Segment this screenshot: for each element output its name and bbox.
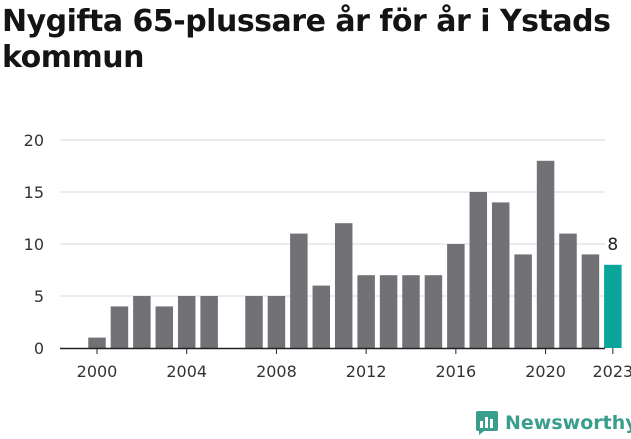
- bar-2018: [491, 202, 510, 348]
- x-axis: 2000 2004 2008 2012 2016 2020 2023: [60, 347, 631, 381]
- newsworthy-logo: Newsworthy: [475, 408, 631, 438]
- bar-2003: [155, 306, 174, 348]
- grid-lines: [60, 139, 605, 297]
- y-tick-label: 20: [24, 131, 44, 150]
- data-labels: 8: [607, 235, 618, 255]
- bar-2011: [334, 223, 353, 348]
- bar-2001: [110, 306, 129, 348]
- data-label-2023: 8: [607, 235, 618, 255]
- brand-name: Newsworthy: [505, 412, 631, 434]
- bar-2005: [200, 296, 218, 348]
- bar-2015: [424, 275, 443, 348]
- bar-2022: [581, 254, 600, 348]
- x-tick-label: 2012: [346, 362, 387, 381]
- chart-title: Nygifta 65-plussare år för år i Ystads k…: [2, 4, 611, 75]
- x-tick-label: 2004: [166, 362, 207, 381]
- bar-2000: [88, 337, 106, 348]
- y-tick-label: 10: [24, 235, 44, 254]
- bar-2004: [177, 296, 196, 348]
- y-tick-label: 15: [24, 183, 44, 202]
- bars: [88, 160, 622, 348]
- bar-2007: [245, 296, 263, 348]
- bar-2021: [559, 233, 577, 348]
- x-tick-label: 2020: [525, 362, 566, 381]
- y-tick-label: 0: [34, 339, 44, 358]
- bar-2002: [133, 296, 151, 348]
- bar-2020: [536, 160, 555, 348]
- bar-2023: [604, 264, 622, 348]
- bar-2014: [402, 275, 420, 348]
- bar-2012: [357, 275, 375, 348]
- bar-2017: [469, 192, 488, 348]
- bar-chart-logo-icon: [476, 411, 498, 435]
- bar-2009: [290, 233, 308, 348]
- bar-2016: [447, 244, 465, 348]
- bar-2010: [312, 285, 331, 348]
- x-tick-label: 2008: [256, 362, 297, 381]
- x-tick-label: 2023: [592, 362, 631, 381]
- x-tick-label: 2000: [77, 362, 118, 381]
- bar-2019: [514, 254, 532, 348]
- y-axis-ticks: 0 5 10 15 20: [24, 131, 44, 358]
- bar-2008: [267, 296, 286, 348]
- y-tick-label: 5: [34, 287, 44, 306]
- bar-2013: [379, 275, 398, 348]
- x-tick-label: 2016: [435, 362, 476, 381]
